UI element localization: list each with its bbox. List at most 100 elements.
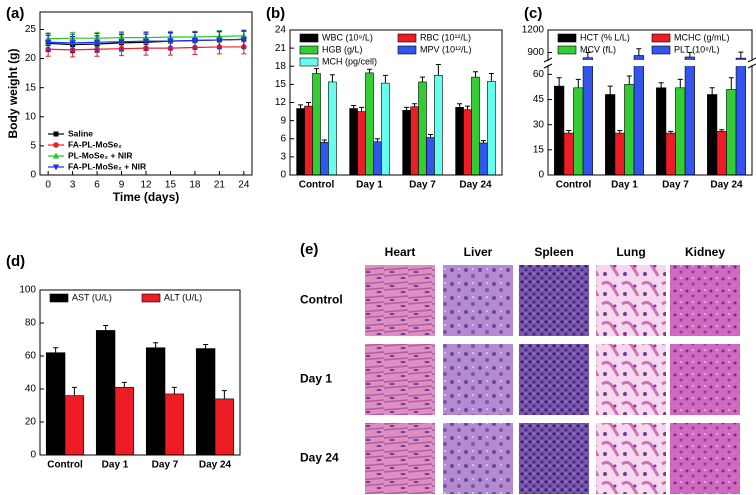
error-bar — [687, 52, 693, 57]
error-bar — [585, 52, 591, 58]
y-tick-label: 12 — [275, 97, 287, 108]
bar — [455, 107, 464, 176]
bar — [373, 141, 382, 176]
bar — [605, 94, 616, 176]
histology-image — [443, 265, 513, 336]
y-tick-label: 0 — [30, 170, 36, 181]
legend-label: MCHC (g/mL) — [674, 32, 730, 42]
bar — [471, 76, 480, 176]
bar — [726, 89, 737, 176]
histology-image — [365, 423, 435, 494]
y-tick-label: 900 — [527, 47, 544, 58]
y-axis-label: Body weight (g) — [6, 49, 20, 139]
bar — [675, 87, 686, 176]
panel-label: (a) — [6, 5, 24, 22]
bar — [64, 395, 85, 456]
row-label: Control — [300, 293, 343, 307]
y-tick-label: 100 — [19, 285, 36, 296]
bar — [665, 132, 676, 176]
marker — [118, 39, 125, 46]
axis-break — [545, 60, 755, 66]
y-tick-label: 0 — [538, 170, 544, 181]
x-tick-label: Control — [299, 180, 335, 191]
x-tick-label: 0 — [45, 180, 51, 191]
x-tick-label: Day 1 — [611, 180, 638, 191]
x-tick-label: Control — [47, 460, 83, 471]
histology-image — [519, 265, 589, 336]
bar — [624, 84, 635, 176]
error-bar — [420, 76, 425, 82]
error-bar — [367, 68, 372, 73]
histology-image — [519, 344, 589, 415]
legend-label: MPV (10¹²/L) — [420, 44, 472, 54]
legend-marker — [53, 142, 59, 148]
legend-label: FA-PL-MoSe₂ — [68, 139, 122, 149]
panel-label: (e) — [300, 241, 318, 258]
error-bar — [738, 51, 744, 59]
bar — [312, 73, 321, 176]
legend-swatch — [557, 45, 577, 55]
histology-image — [596, 423, 666, 494]
legend-marker — [52, 152, 60, 159]
error-bar — [359, 106, 365, 112]
column-label: Kidney — [685, 245, 725, 259]
y-tick-label: 15 — [533, 144, 545, 155]
error-bar — [351, 105, 357, 109]
error-bar — [566, 130, 572, 134]
histology-image — [365, 265, 435, 336]
y-tick-label: 0 — [30, 450, 36, 461]
bar — [716, 131, 727, 176]
marker — [167, 38, 174, 45]
x-tick-label: Day 7 — [152, 460, 179, 471]
column-label: Heart — [385, 245, 416, 259]
y-tick-label: 60 — [25, 351, 37, 362]
bar — [479, 142, 488, 176]
row-label: Day 24 — [300, 451, 339, 465]
bar — [434, 75, 443, 176]
legend-label: HGB (g/L) — [322, 44, 363, 54]
error-bar — [374, 138, 380, 142]
marker — [142, 38, 150, 45]
bar — [349, 108, 358, 176]
x-tick-label: Control — [556, 180, 592, 191]
axis-break-gap — [547, 61, 549, 65]
error-bar — [435, 63, 441, 76]
y-tick-label: 25 — [25, 24, 37, 35]
legend-marker — [52, 164, 60, 171]
error-bar — [306, 102, 312, 107]
y-tick-label: 5 — [30, 141, 36, 152]
error-bar — [617, 130, 623, 134]
error-bar — [321, 139, 327, 143]
plot-frame — [39, 11, 253, 176]
bar — [563, 132, 574, 176]
y-tick-label: 20 — [25, 417, 37, 428]
error-bar — [556, 77, 562, 87]
bar — [45, 352, 66, 456]
y-tick-label: 20 — [25, 53, 37, 64]
y-tick-label: 40 — [25, 384, 37, 395]
bar — [95, 330, 116, 456]
histology-image — [519, 423, 589, 494]
error-bar — [412, 103, 418, 107]
legend-swatch — [141, 293, 161, 303]
error-bar — [103, 324, 109, 331]
error-bar — [658, 82, 664, 88]
axis-break-gap — [751, 61, 753, 65]
x-tick-label: Day 7 — [662, 180, 689, 191]
legend-swatch — [557, 33, 577, 43]
plot-frame — [547, 29, 753, 176]
y-tick-label: 24 — [275, 25, 287, 36]
error-bar — [121, 381, 127, 388]
marker — [69, 40, 76, 47]
bar — [418, 81, 427, 176]
error-bar — [465, 105, 471, 110]
bar — [735, 57, 746, 176]
histology-image — [670, 344, 740, 415]
bar — [573, 87, 584, 176]
bar — [357, 111, 366, 176]
error-bar — [329, 74, 335, 82]
x-tick-label: Day 1 — [102, 460, 129, 471]
error-bar — [221, 390, 227, 399]
bar — [304, 105, 313, 176]
x-tick-label: 15 — [165, 180, 177, 191]
